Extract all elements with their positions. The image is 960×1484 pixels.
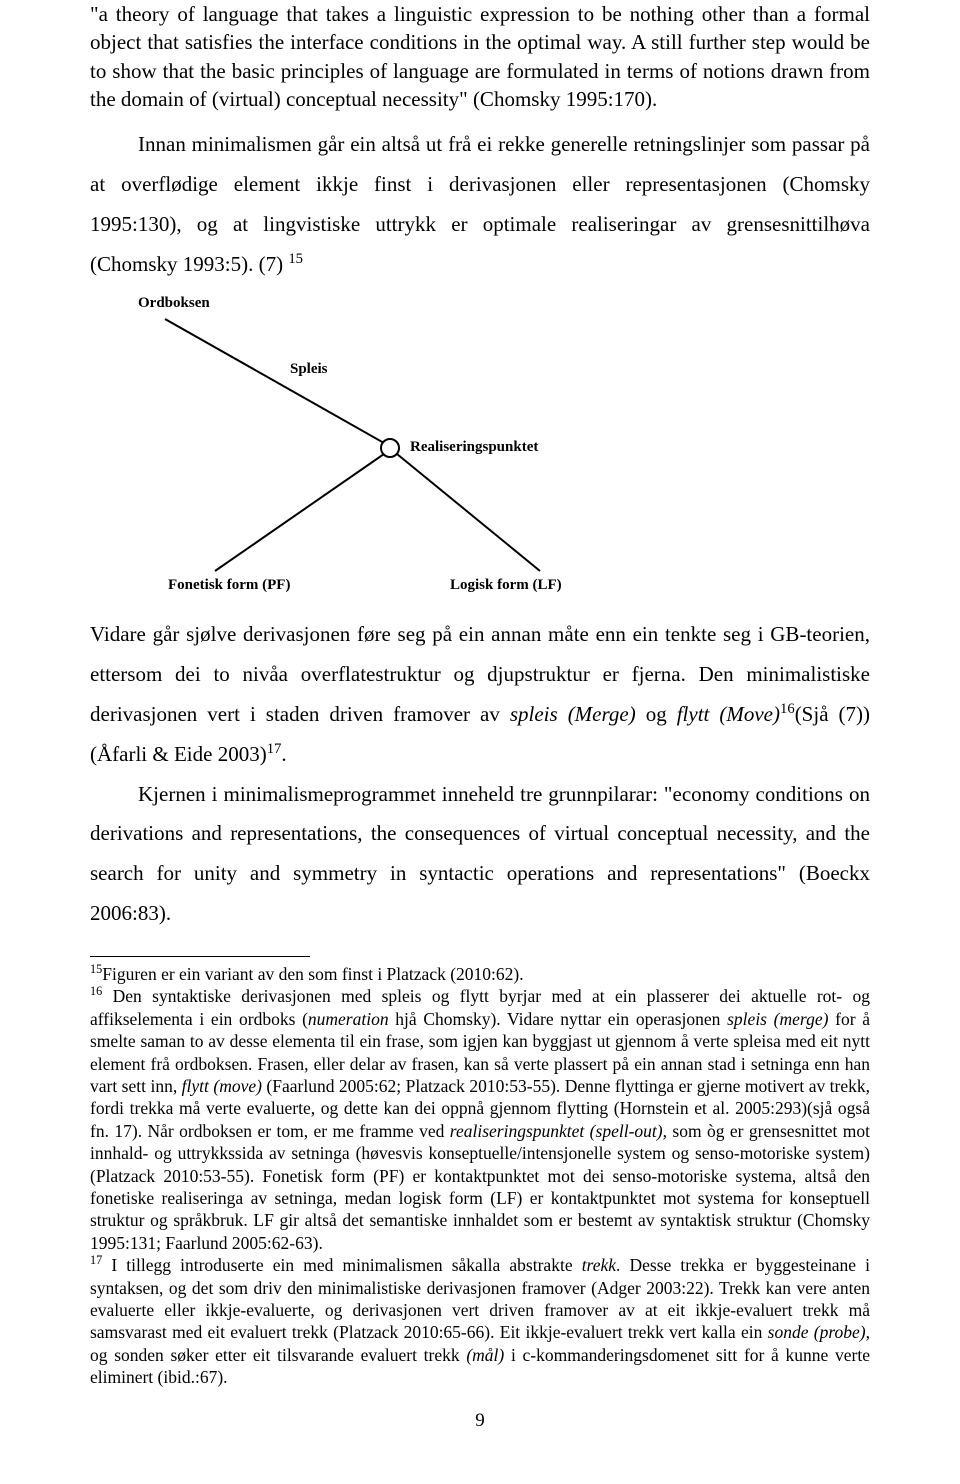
label-ordboksen: Ordboksen [138, 295, 210, 312]
paragraph-1: Innan minimalismen går ein altså ut frå … [90, 125, 870, 285]
fn16-i2: spleis (merge) [727, 1009, 828, 1029]
label-realiseringspunktet: Realiseringspunktet [410, 439, 538, 456]
fn17-i3: (mål) [466, 1345, 504, 1365]
footnote-ref-16: 16 [780, 701, 795, 717]
p2-i2: flytt (Move) [677, 702, 780, 726]
p2-t2: og [636, 702, 677, 726]
label-pf: Fonetisk form (PF) [168, 577, 290, 594]
paragraph-2: Vidare går sjølve derivasjonen føre seg … [90, 615, 870, 775]
para1-text: Innan minimalismen går ein altså ut frå … [90, 132, 870, 276]
label-spleis: Spleis [290, 361, 328, 378]
fn16-i4: realiseringspunktet (spell-out), [450, 1121, 667, 1141]
p2-t4: . [281, 742, 286, 766]
fn15-num: 15 [90, 962, 102, 976]
fn17-i1: trekk [582, 1255, 616, 1275]
footnote-15: 15Figuren er ein variant av den som fins… [90, 963, 870, 985]
footnote-16: 16 Den syntaktiske derivasjonen med sple… [90, 985, 870, 1254]
footnote-17: 17 I tillegg introduserte ein med minima… [90, 1254, 870, 1388]
paragraph-3: Kjernen i minimalismeprogrammet inneheld… [90, 775, 870, 935]
fn17-t3: og sonden søker etter eit tilsvarande ev… [90, 1345, 466, 1365]
line-ordboksen-to-realiseringspunktet [165, 319, 384, 443]
block-quote: "a theory of language that takes a lingu… [90, 0, 870, 113]
fn17-i2: sonde (probe), [768, 1322, 870, 1342]
fn17-num: 17 [90, 1253, 102, 1267]
p2-i1: spleis (Merge) [510, 702, 636, 726]
footnote-separator [90, 956, 310, 957]
page-container: "a theory of language that takes a lingu… [0, 0, 960, 1432]
line-to-lf [397, 454, 540, 571]
line-to-pf [215, 454, 384, 571]
fn17-t1: I tillegg introduserte ein med minimalis… [102, 1255, 581, 1275]
page-number: 9 [90, 1410, 870, 1432]
fn16-i1: numeration [308, 1009, 389, 1029]
footnote-ref-17: 17 [267, 741, 282, 757]
fn15-text: Figuren er ein variant av den som finst … [102, 964, 523, 984]
fn16-i3: flytt (move) [182, 1076, 262, 1096]
label-lf: Logisk form (LF) [450, 577, 562, 594]
fn16-t2: hjå Chomsky). Vidare nyttar ein operasjo… [389, 1009, 728, 1029]
footnote-ref-15: 15 [288, 251, 303, 267]
fn16-num: 16 [90, 985, 102, 999]
derivation-diagram: Ordboksen Spleis Realiseringspunktet Fon… [90, 291, 610, 601]
